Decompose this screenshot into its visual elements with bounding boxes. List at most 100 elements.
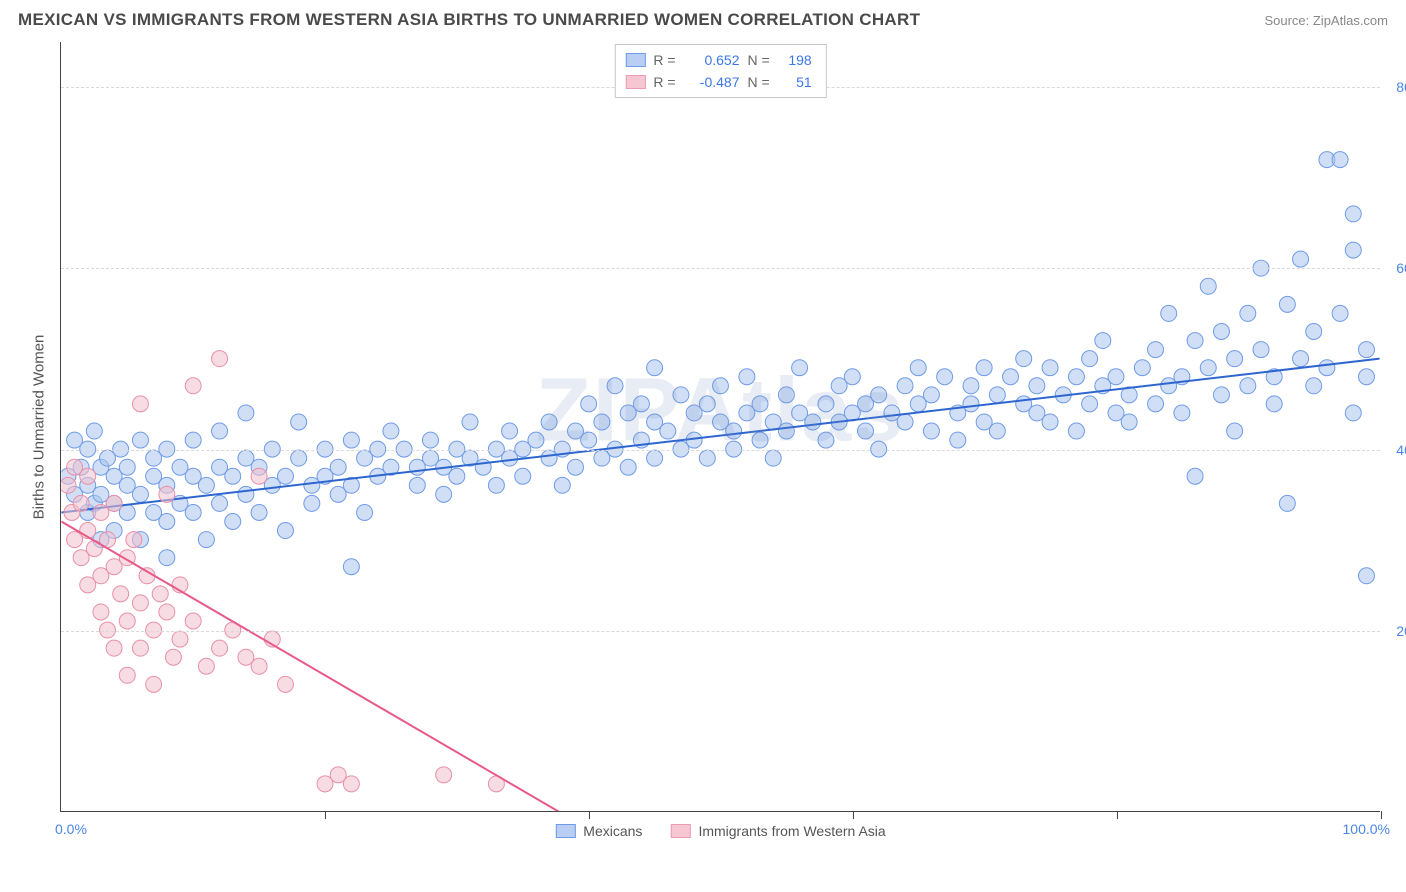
x-tick (589, 811, 590, 819)
data-point (409, 477, 425, 493)
data-point (119, 459, 135, 475)
y-axis-title: Births to Unmarried Women (31, 334, 48, 519)
data-point (106, 495, 122, 511)
data-point (132, 432, 148, 448)
data-point (1200, 278, 1216, 294)
data-point (132, 640, 148, 656)
data-point (818, 396, 834, 412)
data-point (1345, 405, 1361, 421)
x-tick (1381, 811, 1382, 819)
data-point (1332, 305, 1348, 321)
legend-row: R = -0.487 N = 51 (625, 71, 811, 93)
data-point (291, 450, 307, 466)
data-point (765, 450, 781, 466)
data-point (1161, 305, 1177, 321)
data-point (251, 504, 267, 520)
data-point (792, 360, 808, 376)
data-point (844, 369, 860, 385)
data-point (277, 523, 293, 539)
data-point (165, 649, 181, 665)
data-point (699, 450, 715, 466)
data-point (343, 432, 359, 448)
data-point (132, 595, 148, 611)
data-point (212, 495, 228, 511)
data-point (1187, 468, 1203, 484)
data-point (1003, 369, 1019, 385)
legend-label: Mexicans (583, 823, 642, 839)
data-point (989, 387, 1005, 403)
data-point (528, 432, 544, 448)
source-link[interactable]: ZipAtlas.com (1313, 13, 1388, 28)
data-point (1345, 242, 1361, 258)
data-point (238, 486, 254, 502)
data-point (818, 432, 834, 448)
data-point (923, 423, 939, 439)
data-point (607, 378, 623, 394)
data-point (581, 432, 597, 448)
gridline (61, 631, 1380, 632)
chart-title: MEXICAN VS IMMIGRANTS FROM WESTERN ASIA … (18, 10, 920, 30)
data-point (1279, 296, 1295, 312)
data-point (106, 640, 122, 656)
data-point (963, 378, 979, 394)
data-point (937, 369, 953, 385)
data-point (113, 586, 129, 602)
data-point (93, 604, 109, 620)
data-point (1227, 423, 1243, 439)
data-point (238, 405, 254, 421)
data-point (647, 360, 663, 376)
data-point (633, 396, 649, 412)
legend-series: Mexicans Immigrants from Western Asia (555, 823, 885, 839)
legend-row: R = 0.652 N = 198 (625, 49, 811, 71)
data-point (1042, 360, 1058, 376)
data-point (1213, 324, 1229, 340)
data-point (752, 432, 768, 448)
data-point (251, 468, 267, 484)
data-point (277, 676, 293, 692)
data-point (515, 468, 531, 484)
gridline (61, 268, 1380, 269)
data-point (1293, 351, 1309, 367)
data-point (159, 604, 175, 620)
data-point (976, 360, 992, 376)
legend-correlation: R = 0.652 N = 198 R = -0.487 N = 51 (614, 44, 826, 98)
legend-label: Immigrants from Western Asia (698, 823, 885, 839)
data-point (778, 387, 794, 403)
chart-container: ZIPAtlas R = 0.652 N = 198 R = -0.487 N … (18, 36, 1388, 826)
x-tick (853, 811, 854, 819)
data-point (1095, 333, 1111, 349)
stat-n-value: 198 (778, 49, 812, 71)
data-point (212, 423, 228, 439)
data-point (185, 504, 201, 520)
x-tick (325, 811, 326, 819)
data-point (291, 414, 307, 430)
data-point (673, 387, 689, 403)
x-axis-max-label: 100.0% (1343, 821, 1390, 837)
data-point (225, 514, 241, 530)
legend-swatch-icon (625, 75, 645, 89)
data-point (1253, 342, 1269, 358)
data-point (212, 351, 228, 367)
source-prefix: Source: (1264, 13, 1312, 28)
data-point (462, 414, 478, 430)
data-point (132, 486, 148, 502)
data-point (343, 559, 359, 575)
stat-label: N = (748, 71, 770, 93)
data-point (436, 486, 452, 502)
data-point (1240, 378, 1256, 394)
data-point (383, 423, 399, 439)
data-point (910, 360, 926, 376)
data-point (660, 423, 676, 439)
data-point (251, 658, 267, 674)
data-point (858, 423, 874, 439)
data-point (897, 378, 913, 394)
data-point (488, 477, 504, 493)
stat-label: R = (653, 49, 675, 71)
data-point (1200, 360, 1216, 376)
data-point (152, 586, 168, 602)
data-point (620, 459, 636, 475)
data-point (1108, 369, 1124, 385)
data-point (502, 423, 518, 439)
data-point (1187, 333, 1203, 349)
legend-swatch-icon (555, 824, 575, 838)
